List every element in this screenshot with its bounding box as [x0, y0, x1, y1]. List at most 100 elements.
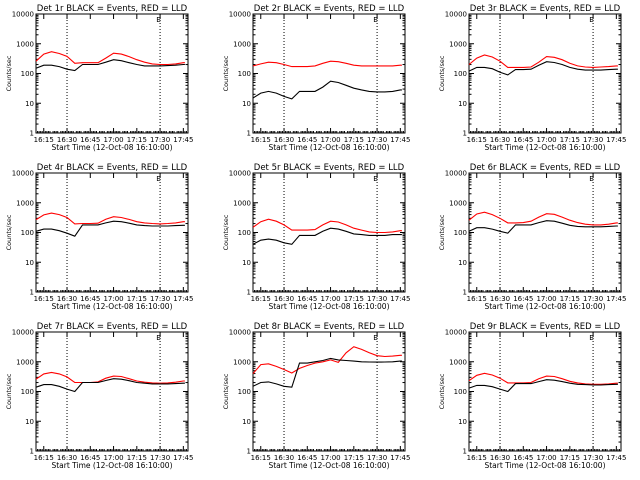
panel-7: Det 7r BLACK = Events, RED = LLD 1 10 100 10…	[5, 322, 193, 470]
lld-series-line	[468, 54, 618, 68]
marker-label: E	[589, 175, 593, 183]
x-tick-label: 16:30	[57, 454, 77, 462]
y-axis-label: Counts/sec	[222, 55, 230, 91]
x-tick-label: 16:45	[297, 295, 317, 303]
x-tick-label: 17:45	[390, 454, 410, 462]
x-tick-label: 17:00	[320, 454, 340, 462]
x-axis-label: Start Time (12-Oct-08 16:10:00)	[268, 143, 389, 152]
y-tick-label: 10000	[12, 11, 34, 19]
x-tick-label: 17:00	[320, 136, 340, 144]
x-tick-label: 17:00	[103, 454, 123, 462]
y-tick-label: 1	[247, 130, 251, 138]
x-axis-label: Start Time (12-Oct-08 16:10:00)	[484, 302, 605, 311]
panel-3: Det 3r BLACK = Events, RED = LLD 1 10 100 10…	[438, 4, 626, 152]
x-tick-label: 17:15	[560, 454, 580, 462]
lld-series-line	[35, 51, 185, 66]
y-tick-label: 1000	[449, 40, 467, 48]
x-tick-label: 16:30	[274, 295, 294, 303]
x-tick-label: 17:00	[536, 295, 556, 303]
events-series-line	[252, 80, 402, 100]
panel-2: Det 2r BLACK = Events, RED = LLD 1 10 100 10…	[222, 4, 410, 152]
y-tick-label: 100	[21, 388, 34, 396]
marker-label: E	[373, 175, 377, 183]
x-tick-label: 17:45	[606, 136, 626, 144]
x-axis-label: Start Time (12-Oct-08 16:10:00)	[51, 302, 172, 311]
y-tick-label: 10000	[229, 11, 251, 19]
y-tick-label: 100	[454, 388, 467, 396]
x-tick-label: 17:30	[367, 136, 387, 144]
x-tick-label: 16:45	[80, 295, 100, 303]
x-tick-label: 16:30	[274, 454, 294, 462]
panel-1: Det 1r BLACK = Events, RED = LLD 1 10 100 10…	[5, 4, 193, 152]
y-tick-label: 1	[30, 448, 34, 456]
lld-series-line	[468, 211, 618, 226]
x-tick-label: 16:30	[490, 454, 510, 462]
x-tick-label: 17:00	[536, 454, 556, 462]
panel-4: Det 4r BLACK = Events, RED = LLD 1 10 100 10…	[5, 163, 193, 311]
events-series-line	[252, 357, 402, 388]
lld-series-line	[252, 60, 402, 68]
y-tick-label: 1000	[233, 199, 251, 207]
plot-frame	[468, 172, 622, 293]
y-tick-label: 100	[238, 229, 251, 237]
x-tick-label: 16:15	[251, 454, 271, 462]
y-tick-label: 10000	[12, 170, 34, 178]
y-axis-label: Counts/sec	[438, 373, 446, 409]
x-tick-label: 17:00	[103, 295, 123, 303]
y-tick-label: 1	[463, 289, 467, 297]
x-tick-label: 17:15	[127, 454, 147, 462]
marker-label: E	[589, 16, 593, 24]
y-tick-label: 10	[25, 259, 34, 267]
x-tick-label: 16:45	[297, 136, 317, 144]
x-tick-label: 17:15	[344, 136, 364, 144]
y-tick-label: 10000	[229, 170, 251, 178]
x-tick-label: 16:15	[467, 454, 487, 462]
x-tick-label: 17:45	[390, 295, 410, 303]
y-tick-label: 10	[242, 100, 251, 108]
x-tick-label: 17:30	[367, 295, 387, 303]
x-tick-label: 17:15	[344, 454, 364, 462]
x-tick-label: 16:30	[490, 136, 510, 144]
plot-frame	[252, 331, 406, 452]
x-tick-label: 16:45	[80, 136, 100, 144]
x-tick-label: 17:30	[150, 454, 170, 462]
y-tick-label: 10	[242, 259, 251, 267]
plot-frame	[252, 13, 406, 134]
y-tick-label: 1000	[16, 40, 34, 48]
x-tick-label: 16:15	[467, 136, 487, 144]
y-tick-label: 1	[463, 448, 467, 456]
y-tick-label: 10000	[12, 329, 34, 337]
events-series-line	[35, 220, 185, 237]
x-axis-label: Start Time (12-Oct-08 16:10:00)	[484, 461, 605, 470]
y-axis-label: Counts/sec	[438, 55, 446, 91]
x-tick-label: 16:45	[297, 454, 317, 462]
y-tick-label: 100	[454, 70, 467, 78]
x-tick-label: 17:15	[560, 295, 580, 303]
events-series-line	[252, 227, 402, 245]
x-tick-label: 17:45	[173, 295, 193, 303]
y-tick-label: 100	[454, 229, 467, 237]
x-axis-label: Start Time (12-Oct-08 16:10:00)	[51, 143, 172, 152]
y-axis-label: Counts/sec	[5, 55, 13, 91]
x-tick-label: 17:30	[583, 295, 603, 303]
y-tick-label: 1000	[449, 199, 467, 207]
x-tick-label: 17:30	[150, 295, 170, 303]
x-tick-label: 17:15	[127, 295, 147, 303]
panel-9: Det 9r BLACK = Events, RED = LLD 1 10 100 10…	[438, 322, 626, 470]
y-tick-label: 1000	[16, 358, 34, 366]
lld-series-line	[252, 218, 402, 234]
lld-series-line	[35, 371, 185, 384]
plot-frame	[35, 13, 189, 134]
x-tick-label: 16:15	[251, 136, 271, 144]
x-tick-label: 17:00	[536, 136, 556, 144]
x-tick-label: 17:00	[103, 136, 123, 144]
x-tick-label: 16:30	[57, 136, 77, 144]
y-tick-label: 100	[21, 229, 34, 237]
y-tick-label: 10	[25, 418, 34, 426]
y-tick-label: 1000	[16, 199, 34, 207]
x-tick-label: 16:15	[34, 454, 54, 462]
x-tick-label: 17:30	[583, 454, 603, 462]
y-tick-label: 1	[30, 130, 34, 138]
x-axis-label: Start Time (12-Oct-08 16:10:00)	[51, 461, 172, 470]
